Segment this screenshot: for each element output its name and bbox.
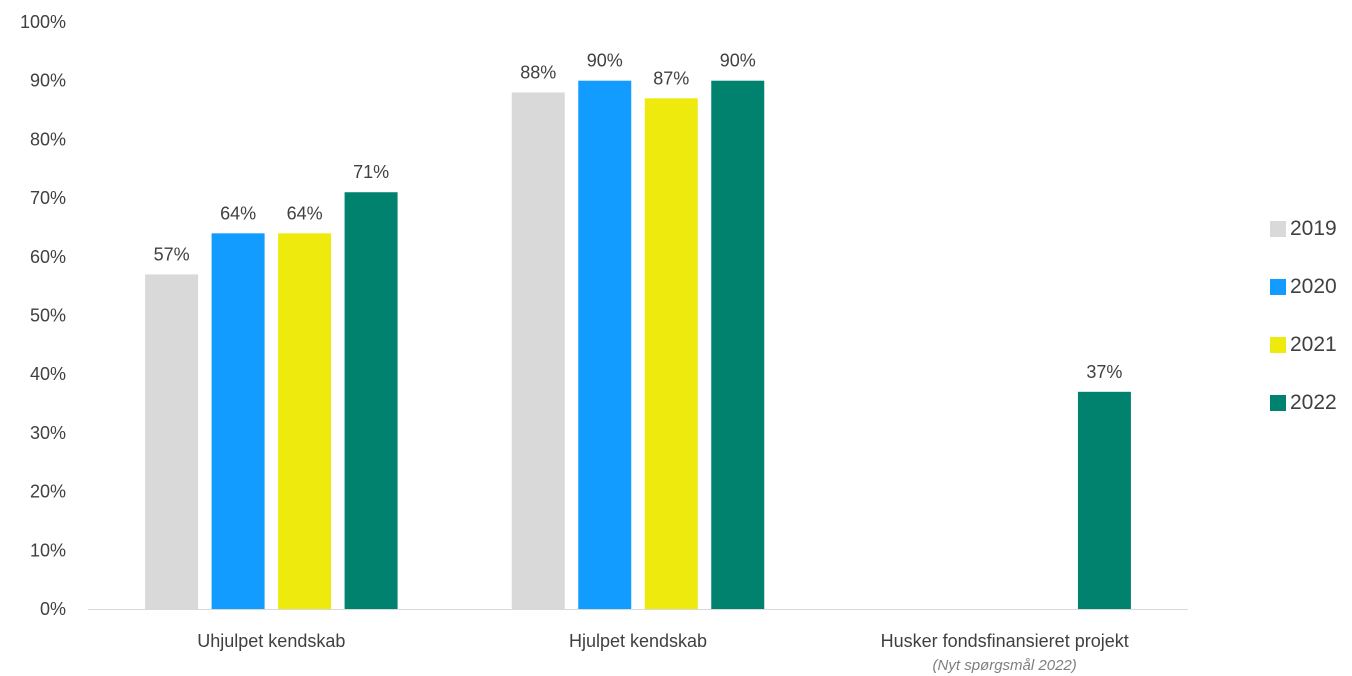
legend-swatch-2020: [1270, 279, 1286, 295]
x-tick-label-uhjulpet-kendskab: Uhjulpet kendskab: [197, 631, 345, 651]
y-tick-label-70: 70%: [30, 188, 66, 208]
legend-swatch-2019: [1270, 221, 1286, 237]
data-label-uhjulpet-kendskab-2022: 71%: [353, 162, 389, 182]
y-tick-label-90: 90%: [30, 71, 66, 91]
legend-item-2022: 2022: [1270, 374, 1337, 432]
bar-uhjulpet-kendskab-2022: [344, 192, 398, 610]
y-tick-label-0: 0%: [40, 599, 66, 619]
y-tick-label-30: 30%: [30, 423, 66, 443]
legend-label-2020: 2020: [1290, 275, 1337, 298]
x-tick-label-husker-fondsfinansieret-projekt: Husker fondsfinansieret projekt: [881, 631, 1129, 651]
legend-item-2019: 2019: [1270, 200, 1337, 258]
legend-label-2022: 2022: [1290, 391, 1337, 414]
data-label-uhjulpet-kendskab-2021: 64%: [287, 203, 323, 223]
bar-uhjulpet-kendskab-2019: [145, 274, 199, 609]
data-label-hjulpet-kendskab-2022: 90%: [720, 51, 756, 71]
bars: [145, 80, 1131, 610]
legend-item-2021: 2021: [1270, 316, 1337, 374]
bar-hjulpet-kendskab-2020: [578, 80, 632, 609]
x-tick-label-hjulpet-kendskab: Hjulpet kendskab: [569, 631, 707, 651]
bar-uhjulpet-kendskab-2021: [278, 233, 332, 609]
y-tick-label-10: 10%: [30, 540, 66, 560]
legend-swatch-2022: [1270, 395, 1286, 411]
y-tick-label-50: 50%: [30, 306, 66, 326]
legend: 2019 2020 2021 2022: [1270, 200, 1337, 432]
data-label-hjulpet-kendskab-2020: 90%: [587, 51, 623, 71]
legend-item-2020: 2020: [1270, 258, 1337, 316]
y-tick-label-20: 20%: [30, 482, 66, 502]
data-label-husker-fondsfinansieret-projekt-2022: 37%: [1086, 362, 1122, 382]
data-label-uhjulpet-kendskab-2020: 64%: [220, 203, 256, 223]
data-label-uhjulpet-kendskab-2019: 57%: [154, 244, 190, 264]
bar-uhjulpet-kendskab-2020: [211, 233, 265, 609]
x-axis: Uhjulpet kendskab Hjulpet kendskab Husker …: [197, 631, 1128, 674]
y-tick-label-40: 40%: [30, 364, 66, 384]
data-label-hjulpet-kendskab-2021: 87%: [653, 68, 689, 88]
bar-hjulpet-kendskab-2019: [511, 92, 565, 609]
y-axis: 0% 10% 20% 30% 40% 50% 60% 70% 80% 90% 100%: [20, 12, 66, 619]
y-tick-label-60: 60%: [30, 247, 66, 267]
bar-hjulpet-kendskab-2022: [711, 80, 765, 609]
y-tick-label-100: 100%: [20, 12, 66, 32]
data-label-hjulpet-kendskab-2019: 88%: [520, 62, 556, 82]
legend-swatch-2021: [1270, 337, 1286, 353]
legend-label-2021: 2021: [1290, 333, 1337, 356]
data-labels: 57% 64% 64% 71% 88% 90% 87% 90% 37%: [154, 51, 1123, 382]
bar-husker-fondsfinansieret-projekt-2022: [1077, 391, 1131, 609]
legend-label-2019: 2019: [1290, 217, 1337, 240]
bar-hjulpet-kendskab-2021: [644, 98, 698, 609]
y-tick-label-80: 80%: [30, 129, 66, 149]
x-tick-note-husker-fondsfinansieret-projekt: (Nyt spørgsmål 2022): [933, 657, 1077, 674]
